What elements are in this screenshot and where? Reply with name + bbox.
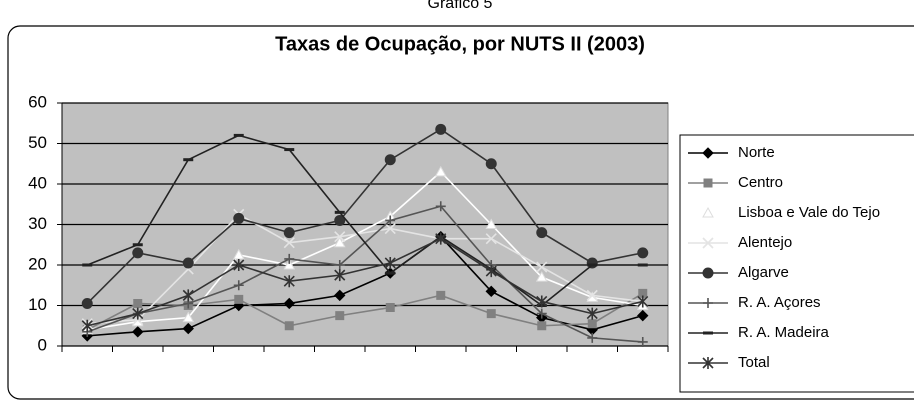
marker: [233, 259, 245, 271]
marker: [182, 289, 194, 302]
marker: [637, 309, 649, 322]
marker: [284, 321, 294, 331]
marker: [535, 271, 548, 282]
marker: [385, 215, 396, 226]
marker: [384, 154, 396, 166]
marker: [334, 260, 345, 270]
series-line: [87, 237, 643, 327]
marker: [485, 265, 497, 278]
chart-title: Taxas de Ocupação, por NUTS II (2003): [275, 33, 645, 55]
marker: [637, 247, 649, 259]
y-tick-label: 30: [28, 214, 47, 233]
marker: [702, 267, 714, 279]
marker: [587, 332, 598, 343]
marker: [333, 236, 346, 248]
marker: [536, 227, 548, 239]
series-line: [87, 213, 643, 325]
legend-label: Centro: [738, 174, 783, 191]
marker: [132, 247, 144, 259]
chart-caption: Gráfico 5: [428, 0, 493, 12]
marker: [385, 303, 395, 313]
series-line: [87, 170, 643, 331]
marker: [283, 237, 295, 249]
marker: [703, 298, 713, 308]
marker: [435, 123, 447, 135]
marker: [702, 357, 714, 369]
y-tick-label: 60: [28, 92, 47, 111]
marker: [283, 258, 296, 270]
marker: [234, 294, 244, 304]
marker: [536, 261, 548, 273]
marker: [702, 206, 714, 218]
marker: [182, 322, 194, 335]
marker: [434, 165, 447, 177]
marker: [233, 280, 244, 291]
marker: [485, 158, 497, 170]
legend-label: Algarve: [738, 264, 789, 281]
legend-label: Lisboa e Vale do Tejo: [738, 204, 880, 221]
marker: [384, 256, 396, 269]
marker: [232, 248, 245, 260]
y-tick-label: 0: [38, 335, 47, 354]
legend-label: Norte: [738, 144, 775, 161]
y-tick-label: 10: [28, 295, 47, 314]
marker: [335, 311, 345, 321]
marker: [703, 178, 713, 188]
legend-label: R. A. Açores: [738, 294, 821, 311]
y-tick-label: 40: [28, 173, 47, 192]
legend: [679, 134, 914, 393]
marker: [436, 290, 446, 300]
legend-label: R. A. Madeira: [738, 324, 830, 341]
series-line: [87, 235, 643, 337]
marker: [283, 227, 295, 239]
marker: [702, 147, 714, 159]
marker: [485, 285, 497, 298]
marker: [132, 307, 144, 320]
marker: [637, 295, 649, 308]
marker: [233, 213, 245, 224]
marker: [182, 257, 194, 269]
marker: [537, 321, 547, 331]
marker: [485, 233, 497, 245]
marker: [536, 308, 547, 319]
marker: [586, 307, 598, 320]
marker: [384, 222, 396, 235]
marker: [284, 253, 295, 264]
marker: [81, 298, 93, 309]
series-line: [86, 134, 643, 307]
marker: [182, 311, 195, 323]
marker: [334, 215, 346, 226]
y-tick-label: 50: [28, 133, 47, 152]
marker: [536, 295, 548, 308]
marker: [435, 201, 446, 212]
legend-label: Total: [738, 354, 770, 371]
marker: [283, 275, 295, 288]
marker: [637, 336, 648, 347]
marker: [334, 289, 346, 302]
marker: [485, 218, 498, 229]
legend-label: Alentejo: [738, 234, 792, 251]
y-tick-label: 20: [28, 254, 47, 273]
marker: [334, 231, 346, 243]
marker: [283, 297, 295, 310]
marker: [702, 237, 714, 249]
marker: [133, 298, 143, 308]
series-line: [86, 128, 643, 305]
marker: [435, 232, 447, 245]
marker: [334, 269, 346, 282]
marker: [586, 289, 598, 301]
marker: [587, 319, 597, 329]
marker: [132, 326, 144, 338]
marker: [486, 309, 496, 319]
marker: [81, 319, 93, 332]
